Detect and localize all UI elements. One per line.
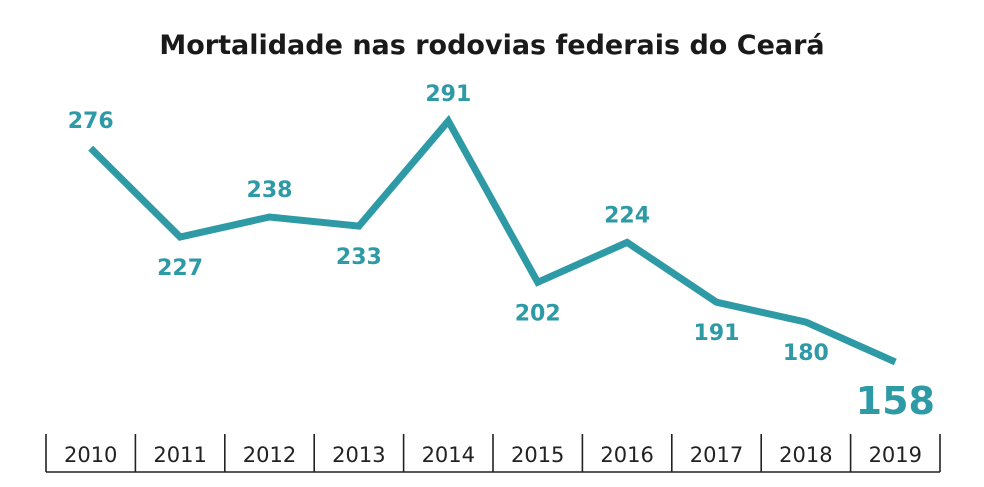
series-line (88, 114, 897, 366)
x-tick-label-2011: 2011 (153, 443, 206, 467)
x-tick-label-2018: 2018 (779, 443, 832, 467)
data-label-2018: 180 (783, 341, 829, 366)
data-label-2014: 291 (425, 82, 471, 107)
year-axis: 2010 2011 2012 2013 2014 2015 2016 2017 2018 2019 (45, 434, 941, 473)
data-label-2015: 202 (515, 301, 561, 326)
x-tick-label-2013: 2013 (332, 443, 385, 467)
x-tick-label-2010: 2010 (64, 443, 117, 467)
data-label-2012: 238 (247, 178, 293, 203)
data-label-2013: 233 (336, 245, 382, 270)
x-tick-label-2012: 2012 (243, 443, 296, 467)
data-label-2016: 224 (604, 203, 650, 228)
chart-title: Mortalidade nas rodovias federais do Cea… (159, 30, 824, 61)
data-label-2011: 227 (157, 256, 203, 281)
x-tick-label-2015: 2015 (511, 443, 564, 467)
series-line-layer (88, 114, 897, 366)
x-tick-label-2019: 2019 (869, 443, 922, 467)
data-label-2017: 191 (694, 321, 740, 346)
data-label-2019: 158 (856, 379, 935, 423)
x-tick-label-2014: 2014 (422, 443, 475, 467)
data-label-layer: 276 227 238 233 291 202 224 191 180 158 (68, 82, 935, 423)
x-tick-label-2016: 2016 (600, 443, 653, 467)
x-tick-label-2017: 2017 (690, 443, 743, 467)
data-label-2010: 276 (68, 109, 114, 134)
